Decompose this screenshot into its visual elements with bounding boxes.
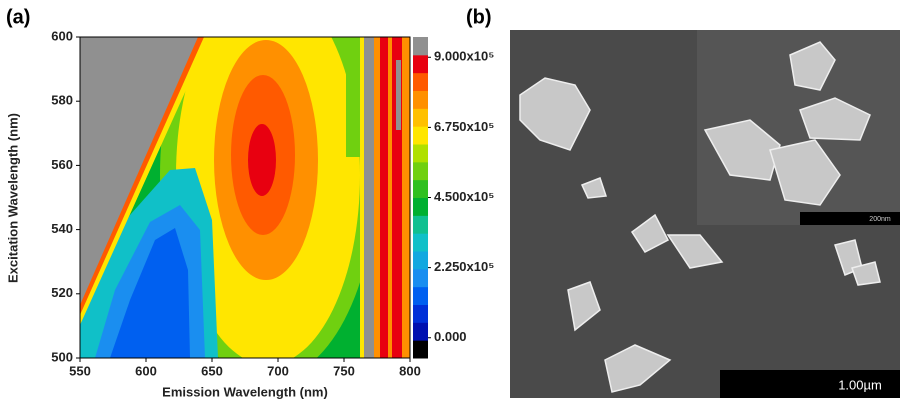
- colorbar-band: [413, 269, 428, 287]
- colorbar-tick-label: 6.750x10⁵: [434, 119, 494, 134]
- scale-label: 1.00µm: [838, 377, 882, 392]
- y-axis-label: Excitation Wavelength (nm): [5, 113, 20, 283]
- colorbar-band: [413, 251, 428, 269]
- colorbar-tick-label: 2.250x10⁵: [434, 259, 494, 274]
- x-tick-label: 600: [135, 363, 157, 378]
- inset-scale-label: 200nm: [869, 216, 891, 223]
- colorbar-band: [413, 233, 428, 251]
- x-axis-label: Emission Wavelength (nm): [162, 384, 328, 399]
- image-panel: 200nm 1.00µm: [510, 30, 900, 398]
- y-tick-label: 580: [51, 93, 73, 108]
- x-tick-label: 750: [333, 363, 355, 378]
- y-tick-label: 500: [51, 349, 73, 364]
- colorbar-band: [413, 126, 428, 144]
- colorbar-band: [413, 180, 428, 198]
- colorbar-band: [413, 144, 428, 162]
- panel-label: (a): [6, 6, 30, 28]
- colorbar-band: [413, 198, 428, 216]
- colorbar-band: [413, 322, 428, 340]
- colorbar-band: [413, 215, 428, 233]
- colorbar-band: [413, 305, 428, 323]
- contour-field: [80, 0, 410, 380]
- y-tick-label: 600: [51, 28, 73, 43]
- figure: (a) (b): [0, 0, 908, 403]
- panel-label: (b): [466, 6, 492, 28]
- x-tick-label: 800: [399, 363, 421, 378]
- colorbar-band: [413, 55, 428, 73]
- colorbar-tick-label: 4.500x10⁵: [434, 189, 494, 204]
- x-tick-label: 700: [267, 363, 289, 378]
- colorbar-band: [413, 73, 428, 91]
- y-tick-label: 540: [51, 221, 73, 236]
- x-tick-label: 550: [69, 363, 91, 378]
- colorbar-band: [413, 287, 428, 305]
- colorbar-band: [413, 108, 428, 126]
- colorbar-band: [413, 91, 428, 109]
- y-tick-label: 560: [51, 157, 73, 172]
- x-tick-label: 650: [201, 363, 223, 378]
- y-tick-label: 520: [51, 285, 73, 300]
- colorbar-tick-label: 9.000x10⁵: [434, 49, 494, 64]
- colorbar-band: [413, 340, 428, 358]
- colorbar-band: [413, 162, 428, 180]
- colorbar-tick-label: 0.000: [434, 329, 467, 344]
- colorbar-band: [413, 37, 428, 55]
